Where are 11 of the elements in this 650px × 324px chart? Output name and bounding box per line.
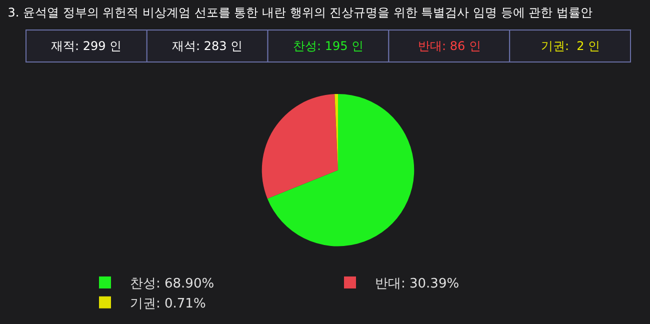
- chart-title: 3. 윤석열 정부의 위헌적 비상계엄 선포를 통한 내란 행위의 진상규명을 위한 특별검사 임명 등에 관한 법률안: [8, 5, 592, 20]
- pie-slice: [262, 94, 338, 199]
- text: 반대: 86 인: [418, 39, 481, 53]
- text: 기권: 2 인: [541, 39, 600, 53]
- text: 재적: 299 인: [51, 39, 122, 53]
- legend-label: 기권: 0.71%: [130, 296, 206, 312]
- legend-label: 반대: 30.39%: [375, 276, 460, 292]
- legend-label: 찬성: 68.90%: [130, 276, 214, 292]
- pie-slice: [267, 94, 414, 246]
- text: 재석: 283 인: [172, 39, 243, 53]
- text: 찬성: 195 인: [293, 39, 364, 53]
